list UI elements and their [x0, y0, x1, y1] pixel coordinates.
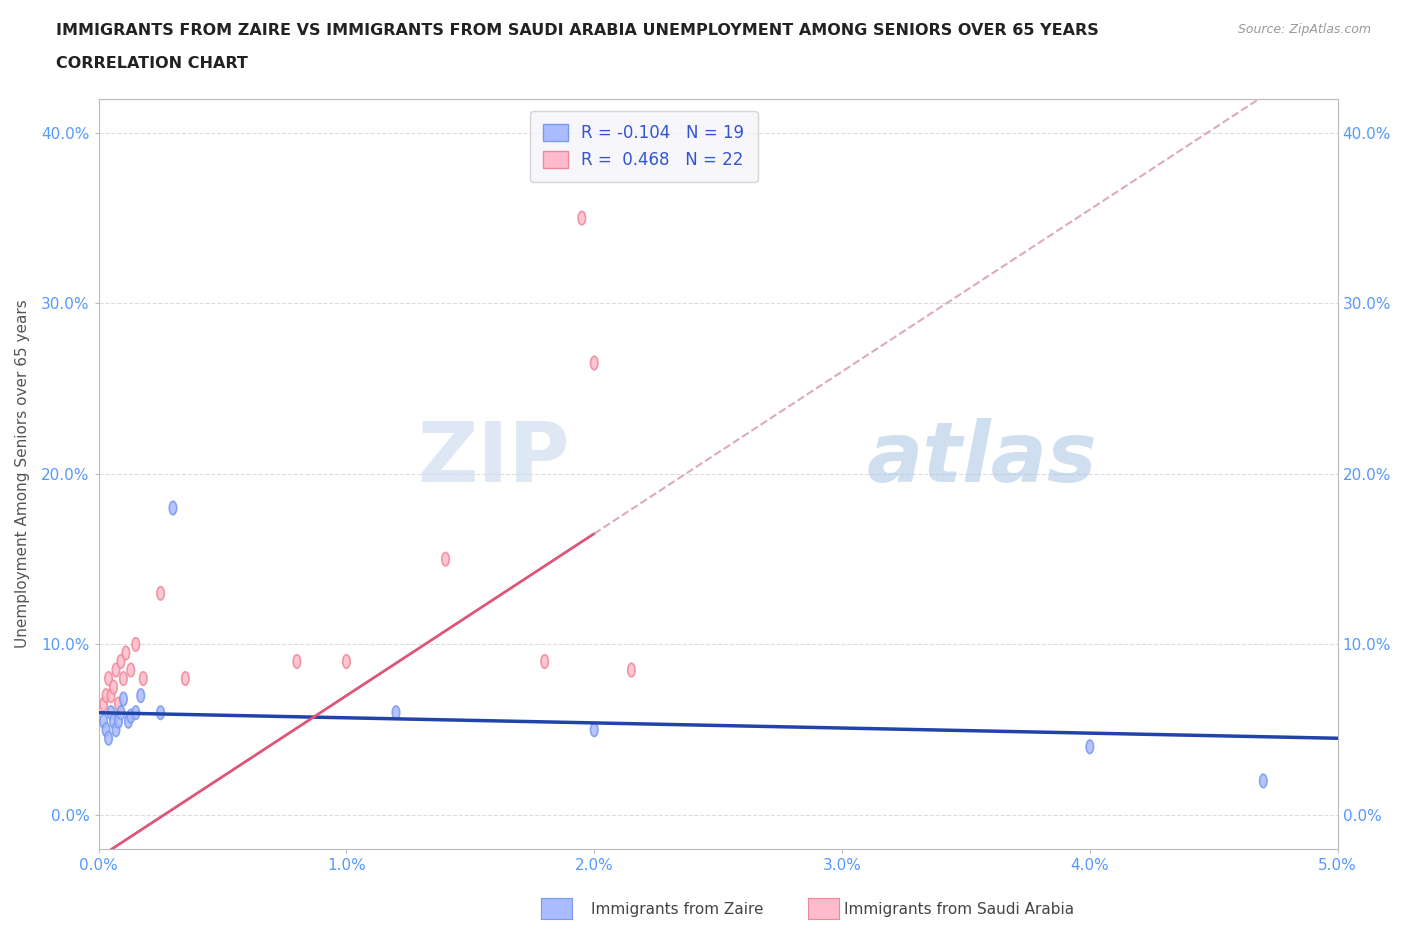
Ellipse shape: [105, 732, 112, 745]
Ellipse shape: [127, 663, 135, 677]
Ellipse shape: [120, 692, 127, 706]
Ellipse shape: [103, 689, 110, 702]
Text: Source: ZipAtlas.com: Source: ZipAtlas.com: [1237, 23, 1371, 36]
Ellipse shape: [627, 663, 636, 677]
Ellipse shape: [139, 671, 148, 685]
Text: atlas: atlas: [868, 418, 1098, 499]
Ellipse shape: [181, 671, 188, 685]
Ellipse shape: [100, 698, 107, 711]
Ellipse shape: [122, 646, 129, 659]
Text: IMMIGRANTS FROM ZAIRE VS IMMIGRANTS FROM SAUDI ARABIA UNEMPLOYMENT AMONG SENIORS: IMMIGRANTS FROM ZAIRE VS IMMIGRANTS FROM…: [56, 23, 1099, 38]
Ellipse shape: [294, 655, 301, 669]
Ellipse shape: [120, 671, 127, 685]
Ellipse shape: [441, 552, 450, 566]
Ellipse shape: [125, 714, 132, 728]
Ellipse shape: [110, 714, 117, 728]
Ellipse shape: [107, 689, 115, 702]
Ellipse shape: [103, 723, 110, 737]
Ellipse shape: [136, 689, 145, 702]
Ellipse shape: [591, 723, 598, 737]
Ellipse shape: [541, 655, 548, 669]
Text: ZIP: ZIP: [418, 418, 569, 499]
Text: Immigrants from Zaire: Immigrants from Zaire: [591, 902, 763, 917]
Ellipse shape: [110, 681, 117, 694]
Text: Immigrants from Saudi Arabia: Immigrants from Saudi Arabia: [844, 902, 1074, 917]
Ellipse shape: [112, 723, 120, 737]
Ellipse shape: [117, 655, 125, 669]
Ellipse shape: [343, 655, 350, 669]
Ellipse shape: [132, 706, 139, 720]
Ellipse shape: [157, 587, 165, 600]
Ellipse shape: [100, 714, 107, 728]
Ellipse shape: [115, 698, 122, 711]
Ellipse shape: [105, 671, 112, 685]
Legend: R = -0.104   N = 19, R =  0.468   N = 22: R = -0.104 N = 19, R = 0.468 N = 22: [530, 111, 758, 182]
Ellipse shape: [1260, 774, 1267, 788]
Text: CORRELATION CHART: CORRELATION CHART: [56, 56, 247, 71]
Ellipse shape: [1085, 740, 1094, 753]
Y-axis label: Unemployment Among Seniors over 65 years: Unemployment Among Seniors over 65 years: [15, 299, 30, 648]
Ellipse shape: [392, 706, 399, 720]
Ellipse shape: [578, 211, 585, 225]
Ellipse shape: [117, 706, 125, 720]
Ellipse shape: [115, 714, 122, 728]
Ellipse shape: [127, 710, 135, 723]
Ellipse shape: [591, 356, 598, 370]
Ellipse shape: [157, 706, 165, 720]
Ellipse shape: [112, 663, 120, 677]
Ellipse shape: [107, 706, 115, 720]
Ellipse shape: [169, 501, 177, 515]
Ellipse shape: [132, 638, 139, 651]
